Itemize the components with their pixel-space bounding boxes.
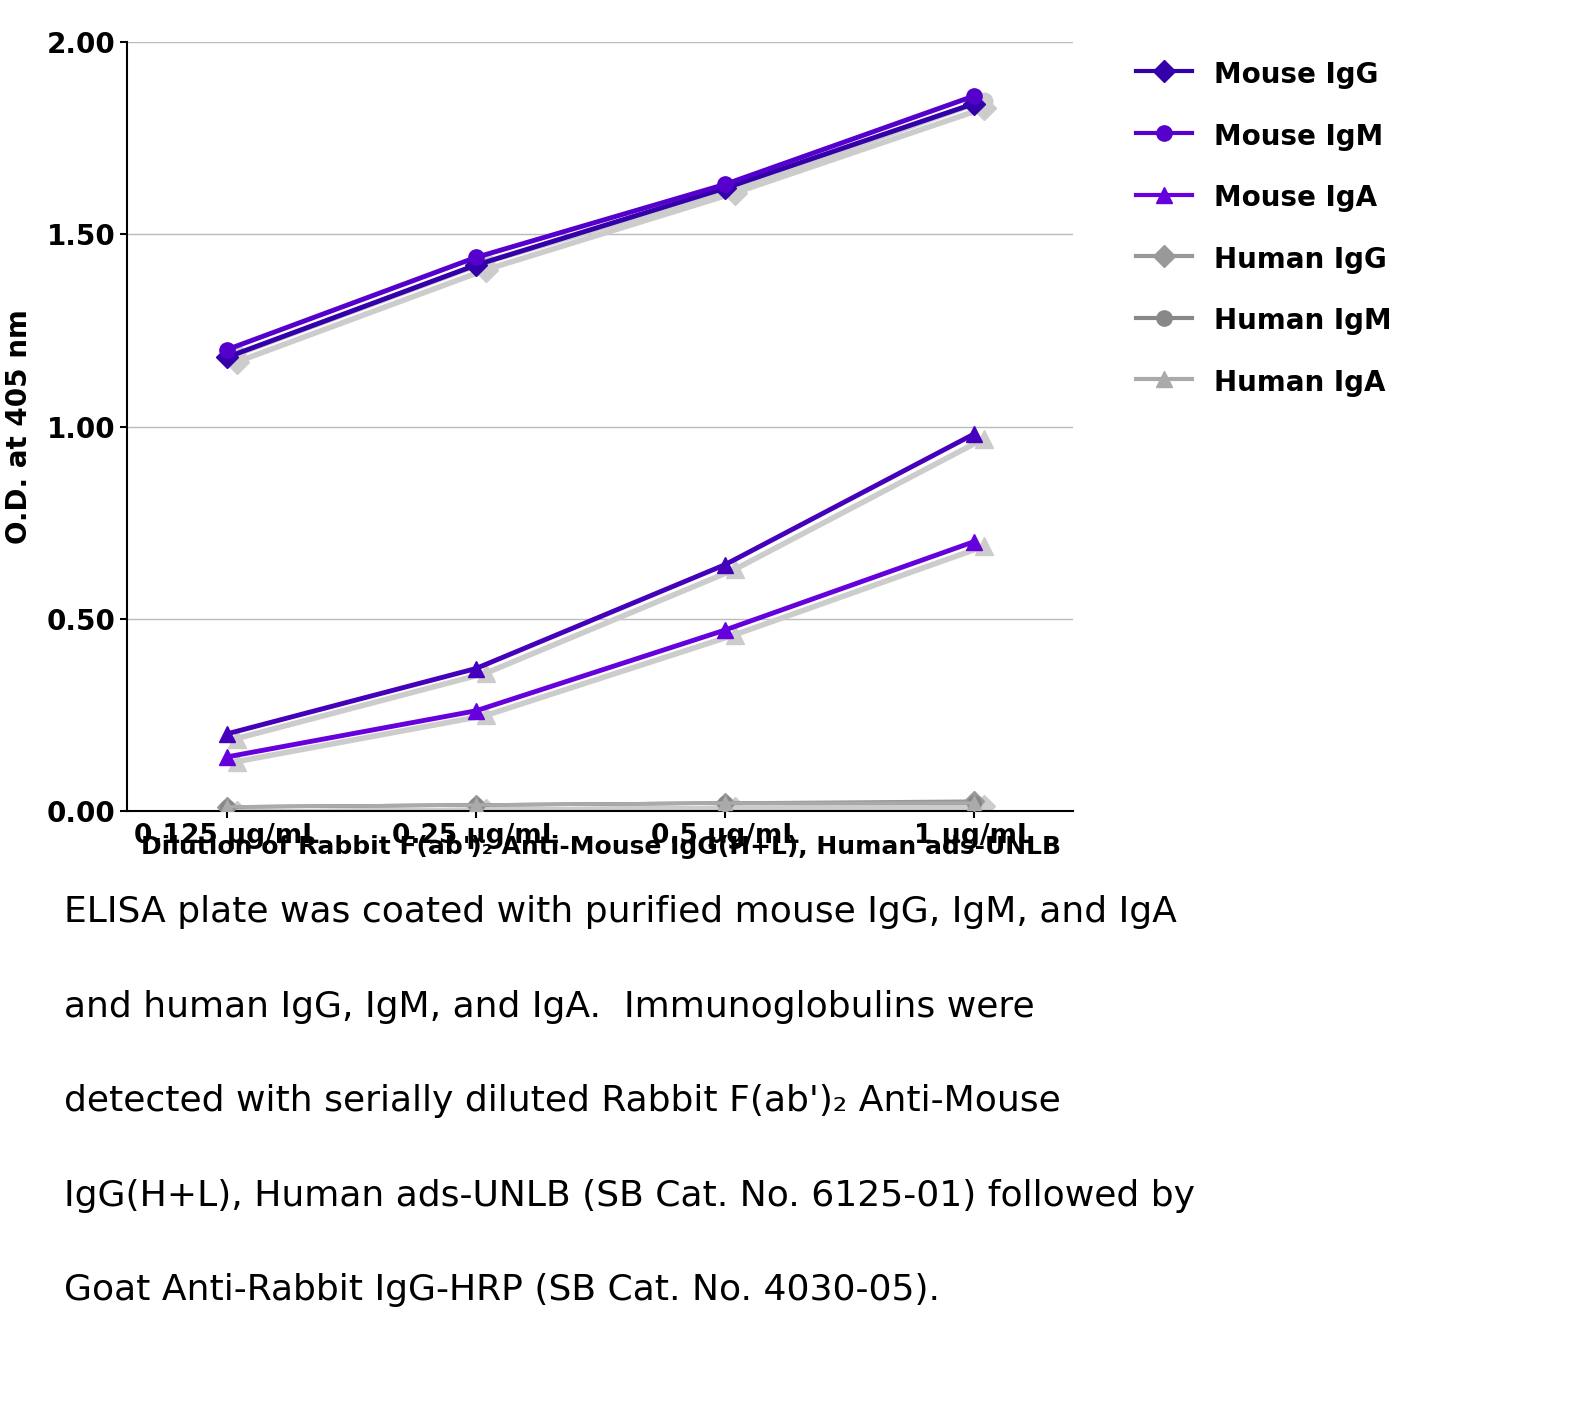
Mouse IgG [218,348,237,365]
Text: IgG(H+L), Human ads-UNLB (SB Cat. No. 6125-01) followed by: IgG(H+L), Human ads-UNLB (SB Cat. No. 61… [64,1179,1194,1213]
Line: Human IgM: Human IgM [219,797,981,814]
Human IgA [218,798,237,815]
Mouse IgA [716,557,735,574]
Mouse IgA [964,426,983,443]
Human IgM [218,798,237,815]
Human IgG [218,798,237,815]
Text: Goat Anti-Rabbit IgG-HRP (SB Cat. No. 4030-05).: Goat Anti-Rabbit IgG-HRP (SB Cat. No. 40… [64,1273,940,1307]
Mouse IgG [964,96,983,113]
Mouse IgA [466,660,485,677]
Human IgM [716,795,735,812]
Human IgA [716,795,735,812]
Mouse IgM [964,87,983,104]
Text: detected with serially diluted Rabbit F(ab')₂ Anti-Mouse: detected with serially diluted Rabbit F(… [64,1084,1061,1118]
Mouse IgG [716,180,735,197]
Y-axis label: O.D. at 405 nm: O.D. at 405 nm [5,309,33,544]
Mouse IgM [218,341,237,358]
Mouse IgM [716,176,735,193]
Line: Human IgA: Human IgA [219,797,981,814]
Human IgA [466,797,485,814]
Legend: Mouse IgG, Mouse IgM, Mouse IgA, Human IgG, Human IgM, Human IgA: Mouse IgG, Mouse IgM, Mouse IgA, Human I… [1126,48,1402,407]
Text: Dilution of Rabbit F(ab')₂ Anti-Mouse IgG(H+L), Human ads-UNLB: Dilution of Rabbit F(ab')₂ Anti-Mouse Ig… [142,835,1061,859]
Human IgA [964,795,983,812]
Human IgM [964,795,983,812]
Line: Mouse IgM: Mouse IgM [219,89,981,357]
Text: and human IgG, IgM, and IgA.  Immunoglobulins were: and human IgG, IgM, and IgA. Immunoglobu… [64,990,1034,1024]
Human IgM [466,797,485,814]
Mouse IgM [466,250,485,266]
Line: Mouse IgA: Mouse IgA [218,426,983,742]
Line: Mouse IgG: Mouse IgG [219,96,981,365]
Text: ELISA plate was coated with purified mouse IgG, IgM, and IgA: ELISA plate was coated with purified mou… [64,895,1177,929]
Human IgG [466,797,485,814]
Human IgG [716,795,735,812]
Line: Human IgG: Human IgG [219,794,981,814]
Mouse IgA [218,725,237,742]
Human IgG [964,792,983,809]
Mouse IgG [466,257,485,274]
